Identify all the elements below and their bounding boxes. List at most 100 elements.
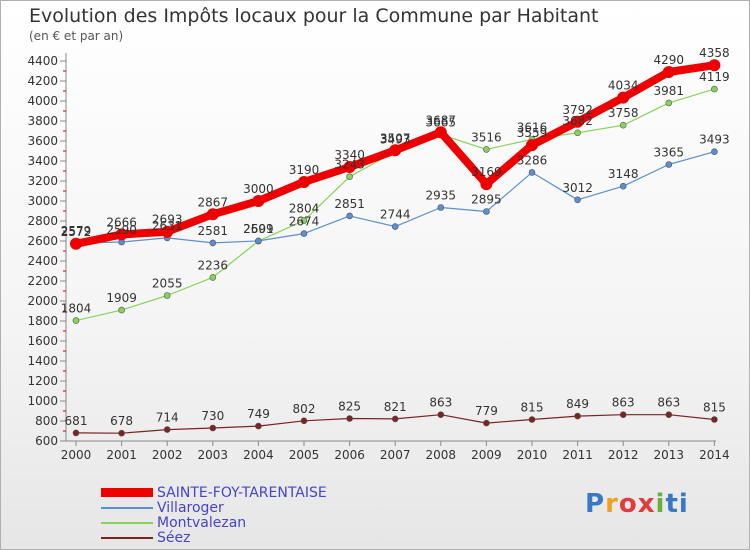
data-point-villaroger <box>711 148 718 155</box>
data-label-montvalezan: 2599 <box>243 222 274 236</box>
data-label-villaroger: 2674 <box>289 215 320 229</box>
data-point-seez <box>72 429 80 437</box>
y-tick-label: 1200 <box>27 374 58 388</box>
data-label-sainte-foy-tarentaise: 3792 <box>562 103 593 117</box>
x-tick-label: 2009 <box>471 448 502 462</box>
data-label-villaroger: 3012 <box>562 181 593 195</box>
data-label-sainte-foy-tarentaise: 4358 <box>699 46 730 60</box>
data-label-villaroger: 2895 <box>471 193 502 207</box>
y-tick-label: 2800 <box>27 214 58 228</box>
data-point-montvalezan <box>118 306 125 314</box>
data-label-sainte-foy-tarentaise: 3507 <box>380 131 411 145</box>
data-point-seez <box>391 415 399 423</box>
data-point-villaroger <box>665 161 673 168</box>
x-tick-label: 2008 <box>426 448 457 462</box>
data-point-montvalezan <box>483 146 490 153</box>
data-label-seez: 730 <box>201 409 224 423</box>
x-tick-label: 2004 <box>243 448 274 462</box>
data-label-seez: 821 <box>384 400 407 414</box>
data-point-seez <box>665 411 673 419</box>
data-point-seez <box>483 419 490 427</box>
data-label-montvalezan: 3616 <box>517 120 548 134</box>
data-point-seez <box>300 417 308 425</box>
data-label-montvalezan: 1909 <box>106 291 137 305</box>
data-label-seez: 815 <box>521 401 544 415</box>
data-label-sainte-foy-tarentaise: 4034 <box>608 79 639 93</box>
y-tick-label: 4200 <box>27 74 58 88</box>
data-label-sainte-foy-tarentaise: 3687 <box>426 113 457 127</box>
y-tick-label: 4000 <box>27 94 58 108</box>
data-label-seez: 802 <box>293 402 316 416</box>
data-label-sainte-foy-tarentaise: 2666 <box>106 215 137 229</box>
data-label-sainte-foy-tarentaise: 3190 <box>289 163 320 177</box>
series-villaroger <box>72 148 718 247</box>
data-point-sainte-foy-tarentaise <box>434 126 447 139</box>
legend-label-sainte-foy: SAINTE-FOY-TARENTAISE <box>157 484 327 501</box>
y-tick-label: 2200 <box>27 274 58 288</box>
logo-letter-ti: ti <box>665 489 689 519</box>
data-label-villaroger: 2581 <box>198 224 229 238</box>
y-tick-label: 1600 <box>27 334 58 348</box>
x-tick-label: 2006 <box>334 448 365 462</box>
y-tick-label: 3000 <box>27 194 58 208</box>
data-point-montvalezan <box>300 217 308 224</box>
data-point-villaroger <box>255 237 262 245</box>
data-point-sainte-foy-tarentaise <box>206 208 219 221</box>
data-point-sainte-foy-tarentaise <box>617 91 630 104</box>
x-tick-label: 2002 <box>152 448 183 462</box>
data-label-seez: 714 <box>156 411 179 425</box>
y-tick-label: 1800 <box>27 314 58 328</box>
data-label-sainte-foy-tarentaise: 2572 <box>61 225 92 239</box>
data-label-seez: 863 <box>657 396 680 410</box>
legend-swatch-sainte-foy <box>101 488 153 497</box>
data-point-seez <box>574 412 581 420</box>
data-label-seez: 815 <box>703 401 726 415</box>
chart-series <box>70 59 721 437</box>
data-label-montvalezan: 2804 <box>289 202 320 216</box>
data-point-montvalezan <box>346 173 353 180</box>
data-label-villaroger: 2851 <box>334 197 365 211</box>
data-point-sainte-foy-tarentaise <box>161 225 174 238</box>
data-point-sainte-foy-tarentaise <box>571 115 584 128</box>
x-tick-label: 2013 <box>654 448 685 462</box>
logo-letter-o: o <box>618 489 638 519</box>
data-label-villaroger: 3365 <box>654 146 685 160</box>
data-label-sainte-foy-tarentaise: 2867 <box>198 195 229 209</box>
data-label-montvalezan: 3758 <box>608 106 639 120</box>
data-point-villaroger <box>574 196 581 204</box>
data-point-montvalezan <box>72 317 80 324</box>
x-tick-label: 2001 <box>106 448 137 462</box>
data-point-sainte-foy-tarentaise <box>70 237 82 250</box>
data-point-seez <box>711 416 718 423</box>
x-tick-label: 2010 <box>517 448 548 462</box>
data-label-montvalezan: 3243 <box>334 158 365 172</box>
legend-swatch-seez <box>101 536 153 539</box>
data-point-seez <box>528 416 536 423</box>
y-tick-label: 3400 <box>27 154 58 168</box>
data-point-seez <box>346 415 353 422</box>
y-tick-label: 3800 <box>27 114 58 128</box>
data-point-montvalezan <box>209 274 217 281</box>
data-point-villaroger <box>391 223 399 230</box>
data-point-sainte-foy-tarentaise <box>526 139 538 152</box>
logo-letter-i: i <box>655 489 666 519</box>
x-tick-label: 2014 <box>699 448 730 462</box>
data-label-sainte-foy-tarentaise: 3559 <box>517 126 548 140</box>
data-label-villaroger: 2744 <box>380 208 411 222</box>
data-label-montvalezan: 4119 <box>699 70 730 84</box>
chart-subtitle: (en € et par an) <box>29 29 124 43</box>
data-point-sainte-foy-tarentaise <box>708 59 721 72</box>
data-point-sainte-foy-tarentaise <box>662 66 675 78</box>
data-label-seez: 825 <box>338 400 361 414</box>
data-point-seez <box>437 411 445 419</box>
data-label-montvalezan: 3981 <box>654 84 685 98</box>
logo-letter-r: r <box>605 489 619 519</box>
data-label-sainte-foy-tarentaise: 3000 <box>243 182 274 196</box>
y-tick-label: 2600 <box>27 234 58 248</box>
data-point-villaroger <box>619 182 627 190</box>
data-point-villaroger <box>437 204 445 211</box>
data-point-sainte-foy-tarentaise <box>252 195 265 207</box>
legend-item-villaroger: Villaroger <box>101 500 327 516</box>
data-label-seez: 863 <box>612 396 635 410</box>
